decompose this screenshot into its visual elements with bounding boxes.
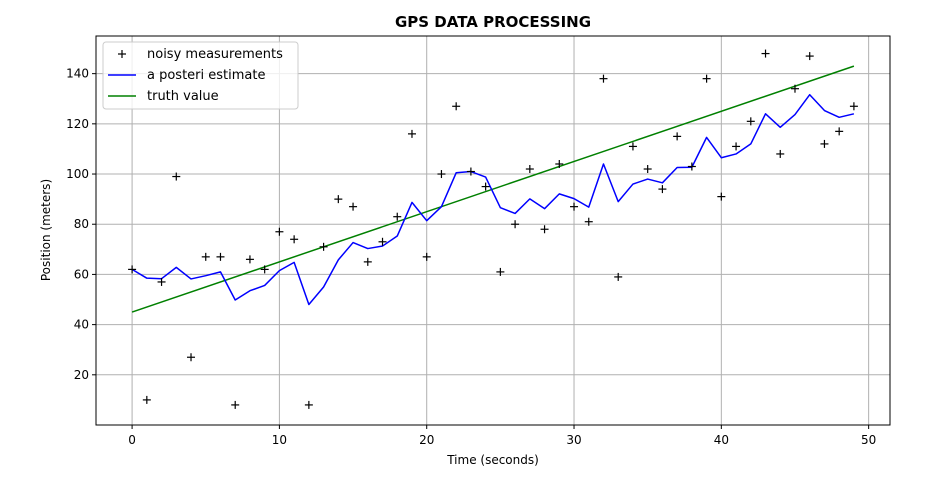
measurement-point: [393, 212, 402, 221]
measurement-point: [452, 102, 461, 111]
measurement-point: [231, 400, 240, 409]
x-tick-label: 20: [419, 433, 434, 447]
measurement-point: [820, 139, 829, 148]
measurement-point: [776, 149, 785, 158]
measurement-point: [673, 132, 682, 141]
legend-marker-noisy-measurements: [118, 50, 126, 58]
measurement-point: [658, 185, 667, 194]
x-tick-label: 30: [566, 433, 581, 447]
measurement-point: [157, 277, 166, 286]
measurement-point: [481, 182, 490, 191]
plot-frame: [95, 35, 891, 426]
x-tick-label: 0: [128, 433, 136, 447]
measurement-point: [407, 129, 416, 138]
measurement-point: [555, 159, 564, 168]
measurement-point: [628, 142, 637, 151]
legend-label-a-posteri-estimate: a posteri estimate: [147, 68, 265, 83]
legend-label-noisy-measurements: noisy measurements: [147, 47, 283, 62]
x-axis-label: Time (seconds): [446, 453, 539, 467]
x-tick-label: 40: [714, 433, 729, 447]
y-tick-label: 60: [74, 267, 89, 281]
measurement-point: [805, 52, 814, 61]
y-axis-ticks: 20 40 60 80 100 120 140: [66, 67, 96, 382]
measurement-point: [422, 252, 431, 261]
measurement-point: [304, 400, 313, 409]
y-tick-label: 80: [74, 217, 89, 231]
measurement-point: [142, 395, 151, 404]
y-tick-label: 120: [66, 117, 89, 131]
measurement-point: [319, 242, 328, 251]
measurement-point: [570, 202, 579, 211]
y-tick-label: 20: [74, 368, 89, 382]
measurement-point: [260, 265, 269, 274]
measurement-point: [363, 257, 372, 266]
a-posteri-estimate-line: [131, 93, 855, 306]
measurement-point: [216, 252, 225, 261]
measurement-point: [761, 49, 770, 58]
measurement-point: [717, 192, 726, 201]
measurement-point: [378, 237, 387, 246]
measurement-point: [128, 265, 137, 274]
measurement-point: [614, 272, 623, 281]
measurement-point: [275, 227, 284, 236]
y-axis-label: Position (meters): [39, 179, 53, 281]
measurement-point: [511, 220, 520, 229]
measurement-point: [790, 84, 799, 93]
legend-box: [102, 41, 299, 110]
legend-label-truth-value: truth value: [147, 89, 219, 104]
y-tick-label: 100: [66, 167, 89, 181]
measurement-point: [702, 74, 711, 83]
measurement-point: [584, 217, 593, 226]
y-tick-label: 140: [66, 67, 89, 81]
grid-lines: [96, 36, 890, 425]
measurement-point: [835, 127, 844, 136]
y-tick-label: 40: [74, 318, 89, 332]
x-tick-label: 50: [861, 433, 876, 447]
measurement-point: [540, 225, 549, 234]
measurement-point: [849, 102, 858, 111]
measurement-point: [746, 117, 755, 126]
measurement-point: [496, 267, 505, 276]
x-tick-label: 10: [272, 433, 287, 447]
measurement-point: [525, 165, 534, 174]
plot-series: [128, 49, 858, 409]
x-axis-ticks: 0 10 20 30 40 50: [128, 425, 876, 447]
measurement-point: [732, 142, 741, 151]
measurement-point: [466, 167, 475, 176]
measurement-point: [245, 255, 254, 264]
measurement-point: [599, 74, 608, 83]
chart-title: GPS DATA PROCESSING: [395, 13, 591, 31]
legend: noisy measurements a posteri estimate trut…: [102, 41, 299, 110]
measurement-point: [687, 162, 696, 171]
measurement-point: [437, 170, 446, 179]
measurement-point: [349, 202, 358, 211]
truth-value-line: [131, 65, 855, 313]
measurement-point: [334, 195, 343, 204]
measurement-point: [290, 235, 299, 244]
measurement-point: [172, 172, 181, 181]
measurement-point: [643, 165, 652, 174]
measurement-point: [187, 353, 196, 362]
measurement-point: [201, 252, 210, 261]
